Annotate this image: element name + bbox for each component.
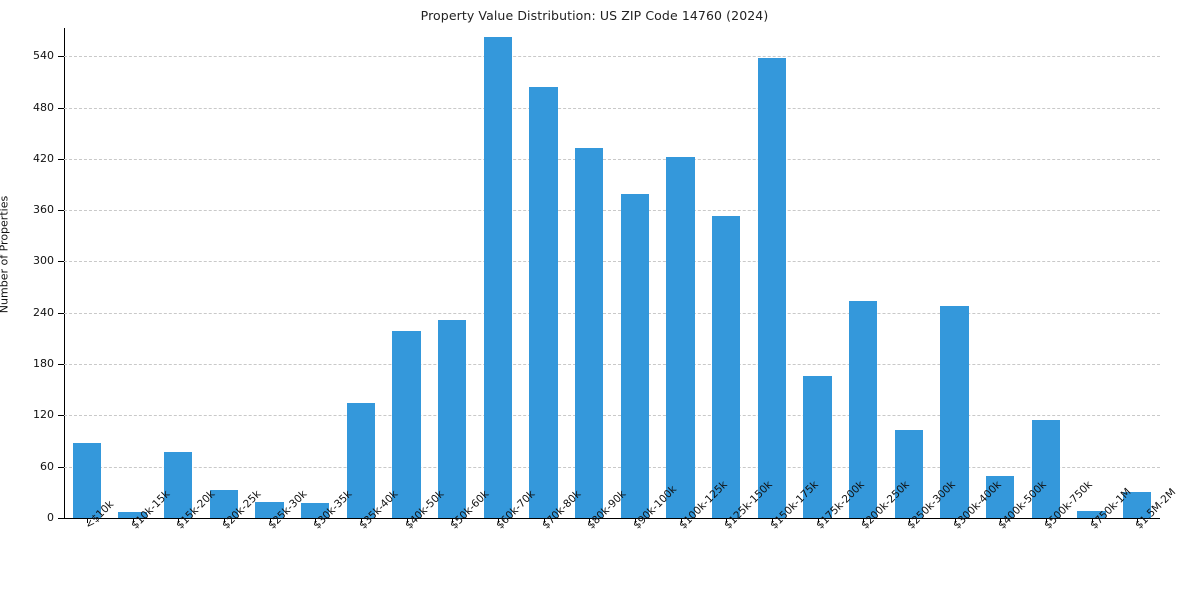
bar[interactable] (72, 442, 101, 518)
y-tick-label: 120 (33, 408, 54, 422)
gridline (64, 364, 1160, 366)
bar-series (64, 28, 1160, 518)
bar[interactable] (483, 36, 512, 518)
y-tick-mark (58, 466, 64, 468)
x-tick-mark (452, 518, 454, 523)
x-tick-mark (908, 518, 910, 523)
x-tick-mark (497, 518, 499, 523)
bar[interactable] (620, 193, 649, 518)
bar[interactable] (438, 319, 467, 518)
y-tick-mark (58, 107, 64, 109)
bar[interactable] (255, 501, 284, 518)
bar[interactable] (986, 476, 1015, 518)
bar[interactable] (757, 57, 786, 518)
gridline (64, 312, 1160, 314)
x-tick-mark (223, 518, 225, 523)
x-tick-mark (1000, 518, 1002, 523)
x-tick-mark (954, 518, 956, 523)
y-tick-mark (58, 364, 64, 366)
bar[interactable] (803, 376, 832, 518)
x-tick-mark (86, 518, 88, 523)
bar[interactable] (346, 403, 375, 518)
bar[interactable] (666, 157, 695, 518)
gridline (64, 210, 1160, 212)
x-tick-mark (771, 518, 773, 523)
y-tick-label: 540 (33, 49, 54, 63)
x-tick-mark (1045, 518, 1047, 523)
bar[interactable] (1123, 491, 1152, 518)
gridlines (64, 28, 1160, 518)
bar[interactable] (209, 489, 238, 518)
y-tick-label: 480 (33, 100, 54, 114)
gridline (64, 107, 1160, 109)
x-tick-mark (680, 518, 682, 523)
x-tick-mark (315, 518, 317, 523)
y-tick-label: 240 (33, 305, 54, 319)
x-tick-mark (178, 518, 180, 523)
bar[interactable] (392, 330, 421, 518)
bar[interactable] (849, 300, 878, 518)
bar[interactable] (894, 429, 923, 518)
y-axis-line (64, 28, 65, 518)
bar[interactable] (1031, 419, 1060, 518)
y-tick-mark (58, 158, 64, 160)
x-tick-mark (1091, 518, 1093, 523)
gridline (64, 466, 1160, 468)
y-tick-mark (58, 210, 64, 212)
x-tick-mark (817, 518, 819, 523)
bar[interactable] (1077, 511, 1106, 518)
x-tick-mark (543, 518, 545, 523)
y-tick-mark (58, 312, 64, 314)
chart-title: Property Value Distribution: US ZIP Code… (420, 8, 769, 23)
y-tick-label: 0 (47, 511, 54, 524)
bar[interactable] (575, 147, 604, 518)
y-tick-mark (58, 415, 64, 417)
bar[interactable] (301, 503, 330, 518)
bar[interactable] (164, 452, 193, 518)
x-tick-mark (269, 518, 271, 523)
x-tick-mark (863, 518, 865, 523)
gridline (64, 415, 1160, 417)
gridline (64, 261, 1160, 263)
x-tick-mark (1137, 518, 1139, 523)
y-tick-label: 300 (33, 254, 54, 268)
y-tick-label: 420 (33, 151, 54, 165)
x-tick-mark (634, 518, 636, 523)
gridline (64, 158, 1160, 160)
gridline (64, 56, 1160, 58)
x-tick-mark (360, 518, 362, 523)
y-tick-mark (58, 518, 64, 519)
x-tick-mark (406, 518, 408, 523)
y-tick-mark (58, 56, 64, 58)
x-tick-mark (726, 518, 728, 523)
y-tick-label: 60 (40, 459, 54, 473)
x-tick-mark (589, 518, 591, 523)
y-tick-mark (58, 261, 64, 263)
x-tick-mark (132, 518, 134, 523)
y-tick-label: 180 (33, 357, 54, 371)
bar[interactable] (529, 87, 558, 518)
bar[interactable] (712, 216, 741, 518)
bar[interactable] (940, 305, 969, 518)
x-axis-line (64, 518, 1160, 519)
y-tick-label: 360 (33, 203, 54, 217)
bar[interactable] (118, 512, 147, 518)
